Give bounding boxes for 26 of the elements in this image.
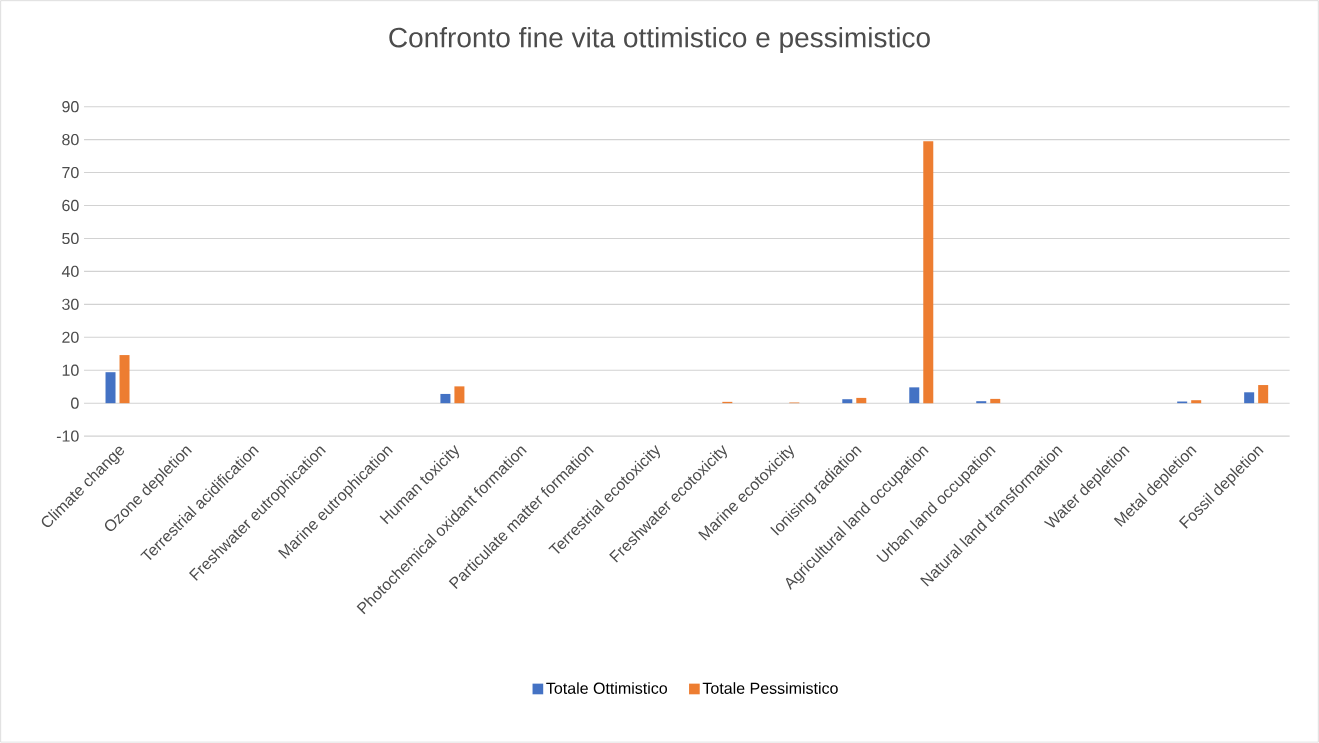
y-tick-label: 20 bbox=[62, 331, 79, 344]
legend-label: Totale Ottimistico bbox=[546, 682, 668, 694]
y-tick-label: 10 bbox=[62, 364, 79, 376]
y-tick-label: 30 bbox=[62, 298, 79, 311]
bar bbox=[990, 398, 1001, 404]
y-tick-label: 70 bbox=[62, 167, 79, 179]
bar bbox=[440, 394, 451, 404]
bar bbox=[1258, 385, 1269, 404]
y-tick-label: 40 bbox=[61, 265, 79, 278]
bar bbox=[454, 386, 465, 404]
y-tick-label: 80 bbox=[62, 134, 79, 146]
bar bbox=[119, 355, 130, 404]
bar bbox=[923, 141, 934, 404]
legend-label: Totale Pessimistico bbox=[702, 682, 838, 694]
bar bbox=[1244, 392, 1255, 404]
bar bbox=[1191, 400, 1202, 404]
y-tick-label: 50 bbox=[62, 232, 79, 245]
y-tick-label: -10 bbox=[56, 430, 79, 442]
bar bbox=[909, 387, 920, 404]
bar bbox=[842, 399, 853, 404]
bar bbox=[105, 372, 116, 404]
bar bbox=[856, 397, 867, 404]
chart-title: Confronto fine vita ottimistico e pessimistico bbox=[389, 27, 930, 54]
y-tick-label: 90 bbox=[62, 101, 79, 113]
y-tick-label: 0 bbox=[71, 397, 79, 409]
y-tick-label: 60 bbox=[62, 199, 79, 212]
